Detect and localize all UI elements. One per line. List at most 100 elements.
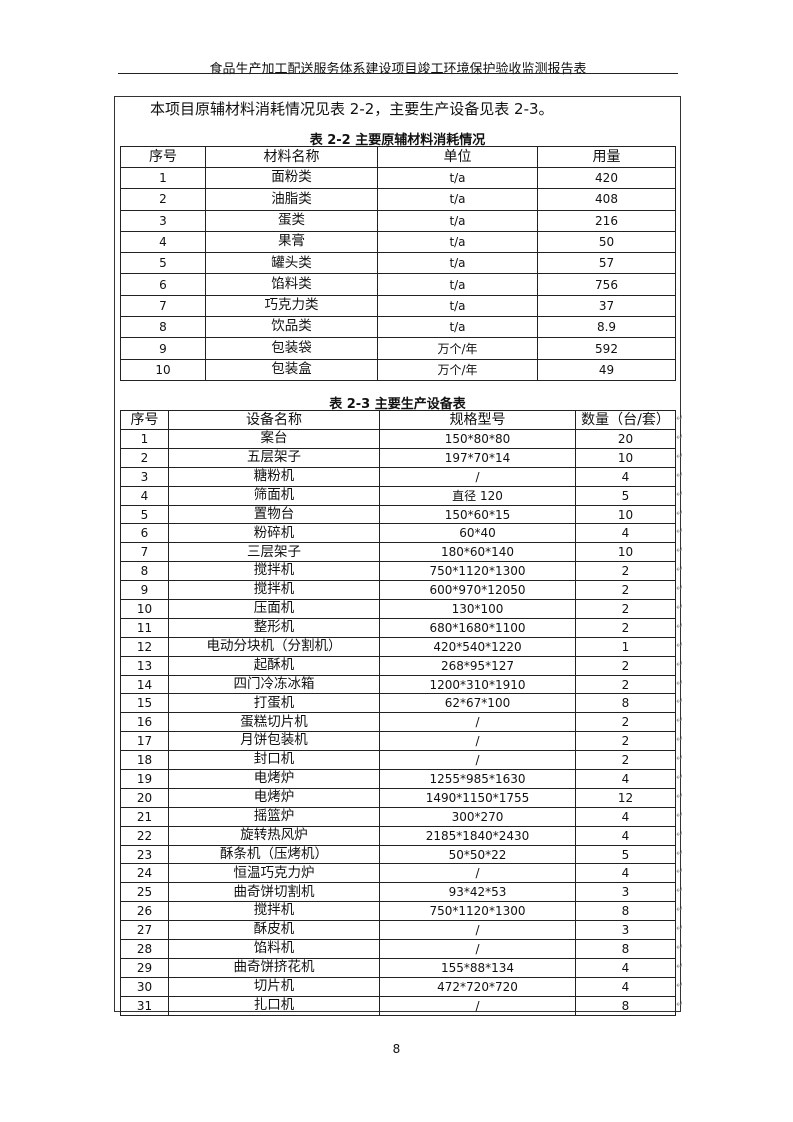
table-row: 20 电烤炉 1490*1150*1755 12 — [120, 787, 676, 808]
table-cell: 4 — [575, 523, 676, 544]
table-cell: / — [379, 466, 576, 487]
table-cell: 7 — [120, 294, 206, 318]
paragraph-mark-icon: ↵ — [676, 754, 684, 765]
table-cell: 1 — [575, 636, 676, 657]
table-row: 4 果膏 t/a 50 — [120, 230, 676, 254]
table-row: 7 巧克力类 t/a 37 — [120, 294, 676, 318]
table-cell: 12 — [120, 636, 169, 657]
table-cell: 2 — [575, 712, 676, 733]
table-cell: 24 — [120, 863, 169, 884]
table-cell: 420 — [537, 166, 676, 190]
table-cell: 9 — [120, 337, 206, 360]
table-cell: 5 — [575, 844, 676, 865]
table-cell: 197*70*14 — [379, 447, 576, 468]
table-row: 23 酥条机（压烤机） 50*50*22 5 — [120, 844, 676, 865]
table-row: 1 面粉类 t/a 420 — [120, 166, 676, 190]
table-cell: / — [379, 995, 576, 1016]
column-header: 序号 — [120, 410, 169, 430]
paragraph-mark-icon: ↵ — [676, 432, 684, 443]
table-cell: 216 — [537, 209, 676, 232]
table-cell: 600*970*12050 — [379, 580, 576, 601]
table-cell: t/a — [377, 252, 538, 275]
table-cell: 15 — [120, 693, 169, 714]
paragraph-mark-icon: ↵ — [676, 735, 684, 746]
table-cell: 包装袋 — [205, 337, 378, 360]
paragraph-mark-icon: ↵ — [676, 489, 684, 500]
table-row: 29 曲奇饼挤花机 155*88*134 4 — [120, 957, 676, 978]
table-row: 6 馅料类 t/a 756 — [120, 273, 676, 296]
table-row: 10 包装盒 万个/年 49 — [120, 358, 676, 381]
table-cell: 750*1120*1300 — [379, 561, 576, 582]
table-cell: 4 — [575, 825, 676, 846]
table-cell: 10 — [575, 447, 676, 468]
table-cell: 4 — [575, 466, 676, 487]
column-header: 设备名称 — [168, 410, 380, 430]
table-cell: 5 — [120, 252, 206, 275]
table-cell: 恒温巧克力炉 — [168, 863, 380, 884]
paragraph-mark-icon: ↵ — [676, 942, 684, 953]
paragraph-mark-icon: ↵ — [676, 565, 684, 576]
table-2-2-caption: 表 2-2 主要原辅材料消耗情况 — [309, 133, 486, 148]
paragraph-mark-icon: ↵ — [676, 527, 684, 538]
table-cell: 酥皮机 — [168, 920, 380, 941]
column-header: 规格型号 — [379, 410, 576, 430]
table-header-row: 序号 材料名称 单位 用量 — [120, 146, 676, 168]
table-cell: 3 — [120, 209, 206, 232]
table-cell: 12 — [575, 787, 676, 808]
table-cell: 8 — [120, 316, 206, 339]
table-cell: 10 — [120, 358, 206, 381]
table-cell: 馅料机 — [168, 939, 380, 959]
paragraph-mark-icon: ↵ — [676, 584, 684, 595]
table-cell: 60*40 — [379, 523, 576, 544]
table-cell: 搅拌机 — [168, 561, 380, 582]
table-row: 13 起酥机 268*95*127 2 — [120, 655, 676, 676]
table-cell: 592 — [537, 337, 676, 360]
table-cell: 4 — [575, 976, 676, 997]
paragraph-mark-icon: ↵ — [676, 999, 684, 1010]
table-row: 27 酥皮机/3 — [120, 920, 676, 941]
table-cell: 5 — [575, 485, 676, 506]
table-cell: 封口机 — [168, 750, 380, 771]
table-cell: 1 — [120, 429, 169, 449]
paragraph-mark-icon: ↵ — [676, 867, 684, 878]
table-cell: t/a — [377, 273, 538, 296]
table-cell: 2 — [575, 674, 676, 695]
table-row: 17 月饼包装机/2 — [120, 731, 676, 752]
table-cell: 8 — [575, 995, 676, 1016]
paragraph-mark-icon: ↵ — [676, 905, 684, 916]
table-cell: 4 — [575, 806, 676, 827]
table-cell: 9 — [120, 580, 169, 601]
table-cell: 50*50*22 — [379, 844, 576, 865]
table-cell: 10 — [575, 542, 676, 563]
table-row: 26 搅拌机 750*1120*1300 8 — [120, 901, 676, 922]
table-row: 2 五层架子 197*70*14 10 — [120, 447, 676, 468]
paragraph-mark-icon: ↵ — [676, 414, 684, 424]
paragraph-mark-icon: ↵ — [676, 508, 684, 519]
table-cell: 五层架子 — [168, 447, 380, 468]
table-row: 18 封口机/2 — [120, 750, 676, 771]
table-cell: 酥条机（压烤机） — [168, 844, 380, 865]
table-cell: 20 — [120, 787, 169, 808]
table-cell: 408 — [537, 188, 676, 211]
column-header: 用量 — [537, 146, 676, 168]
table-cell: t/a — [377, 316, 538, 339]
paragraph-mark-icon: ↵ — [676, 829, 684, 840]
table-cell: 8 — [575, 901, 676, 922]
table-row: 24 恒温巧克力炉/4 — [120, 863, 676, 884]
table-cell: 2 — [575, 580, 676, 601]
table-row: 16 蛋糕切片机/2 — [120, 712, 676, 733]
table-cell: 摇篮炉 — [168, 806, 380, 827]
table-cell: 130*100 — [379, 599, 576, 619]
table-cell: 23 — [120, 844, 169, 865]
equipment-table: 序号 设备名称 规格型号 数量（台/套） 1 案台 150*80*80 20 2 五层架子 197… — [120, 410, 676, 1016]
table-header-row: 序号 设备名称 规格型号 数量（台/套） — [120, 410, 676, 430]
table-cell: / — [379, 750, 576, 771]
table-row: 19 电烤炉 1255*985*1630 4 — [120, 769, 676, 789]
table-cell: 2 — [575, 617, 676, 638]
table-cell: 49 — [537, 358, 676, 381]
paragraph-mark-icon: ↵ — [676, 772, 684, 783]
table-cell: 50 — [537, 230, 676, 254]
table-cell: 150*80*80 — [379, 429, 576, 449]
table-cell: 搅拌机 — [168, 580, 380, 601]
table-cell: 57 — [537, 252, 676, 275]
